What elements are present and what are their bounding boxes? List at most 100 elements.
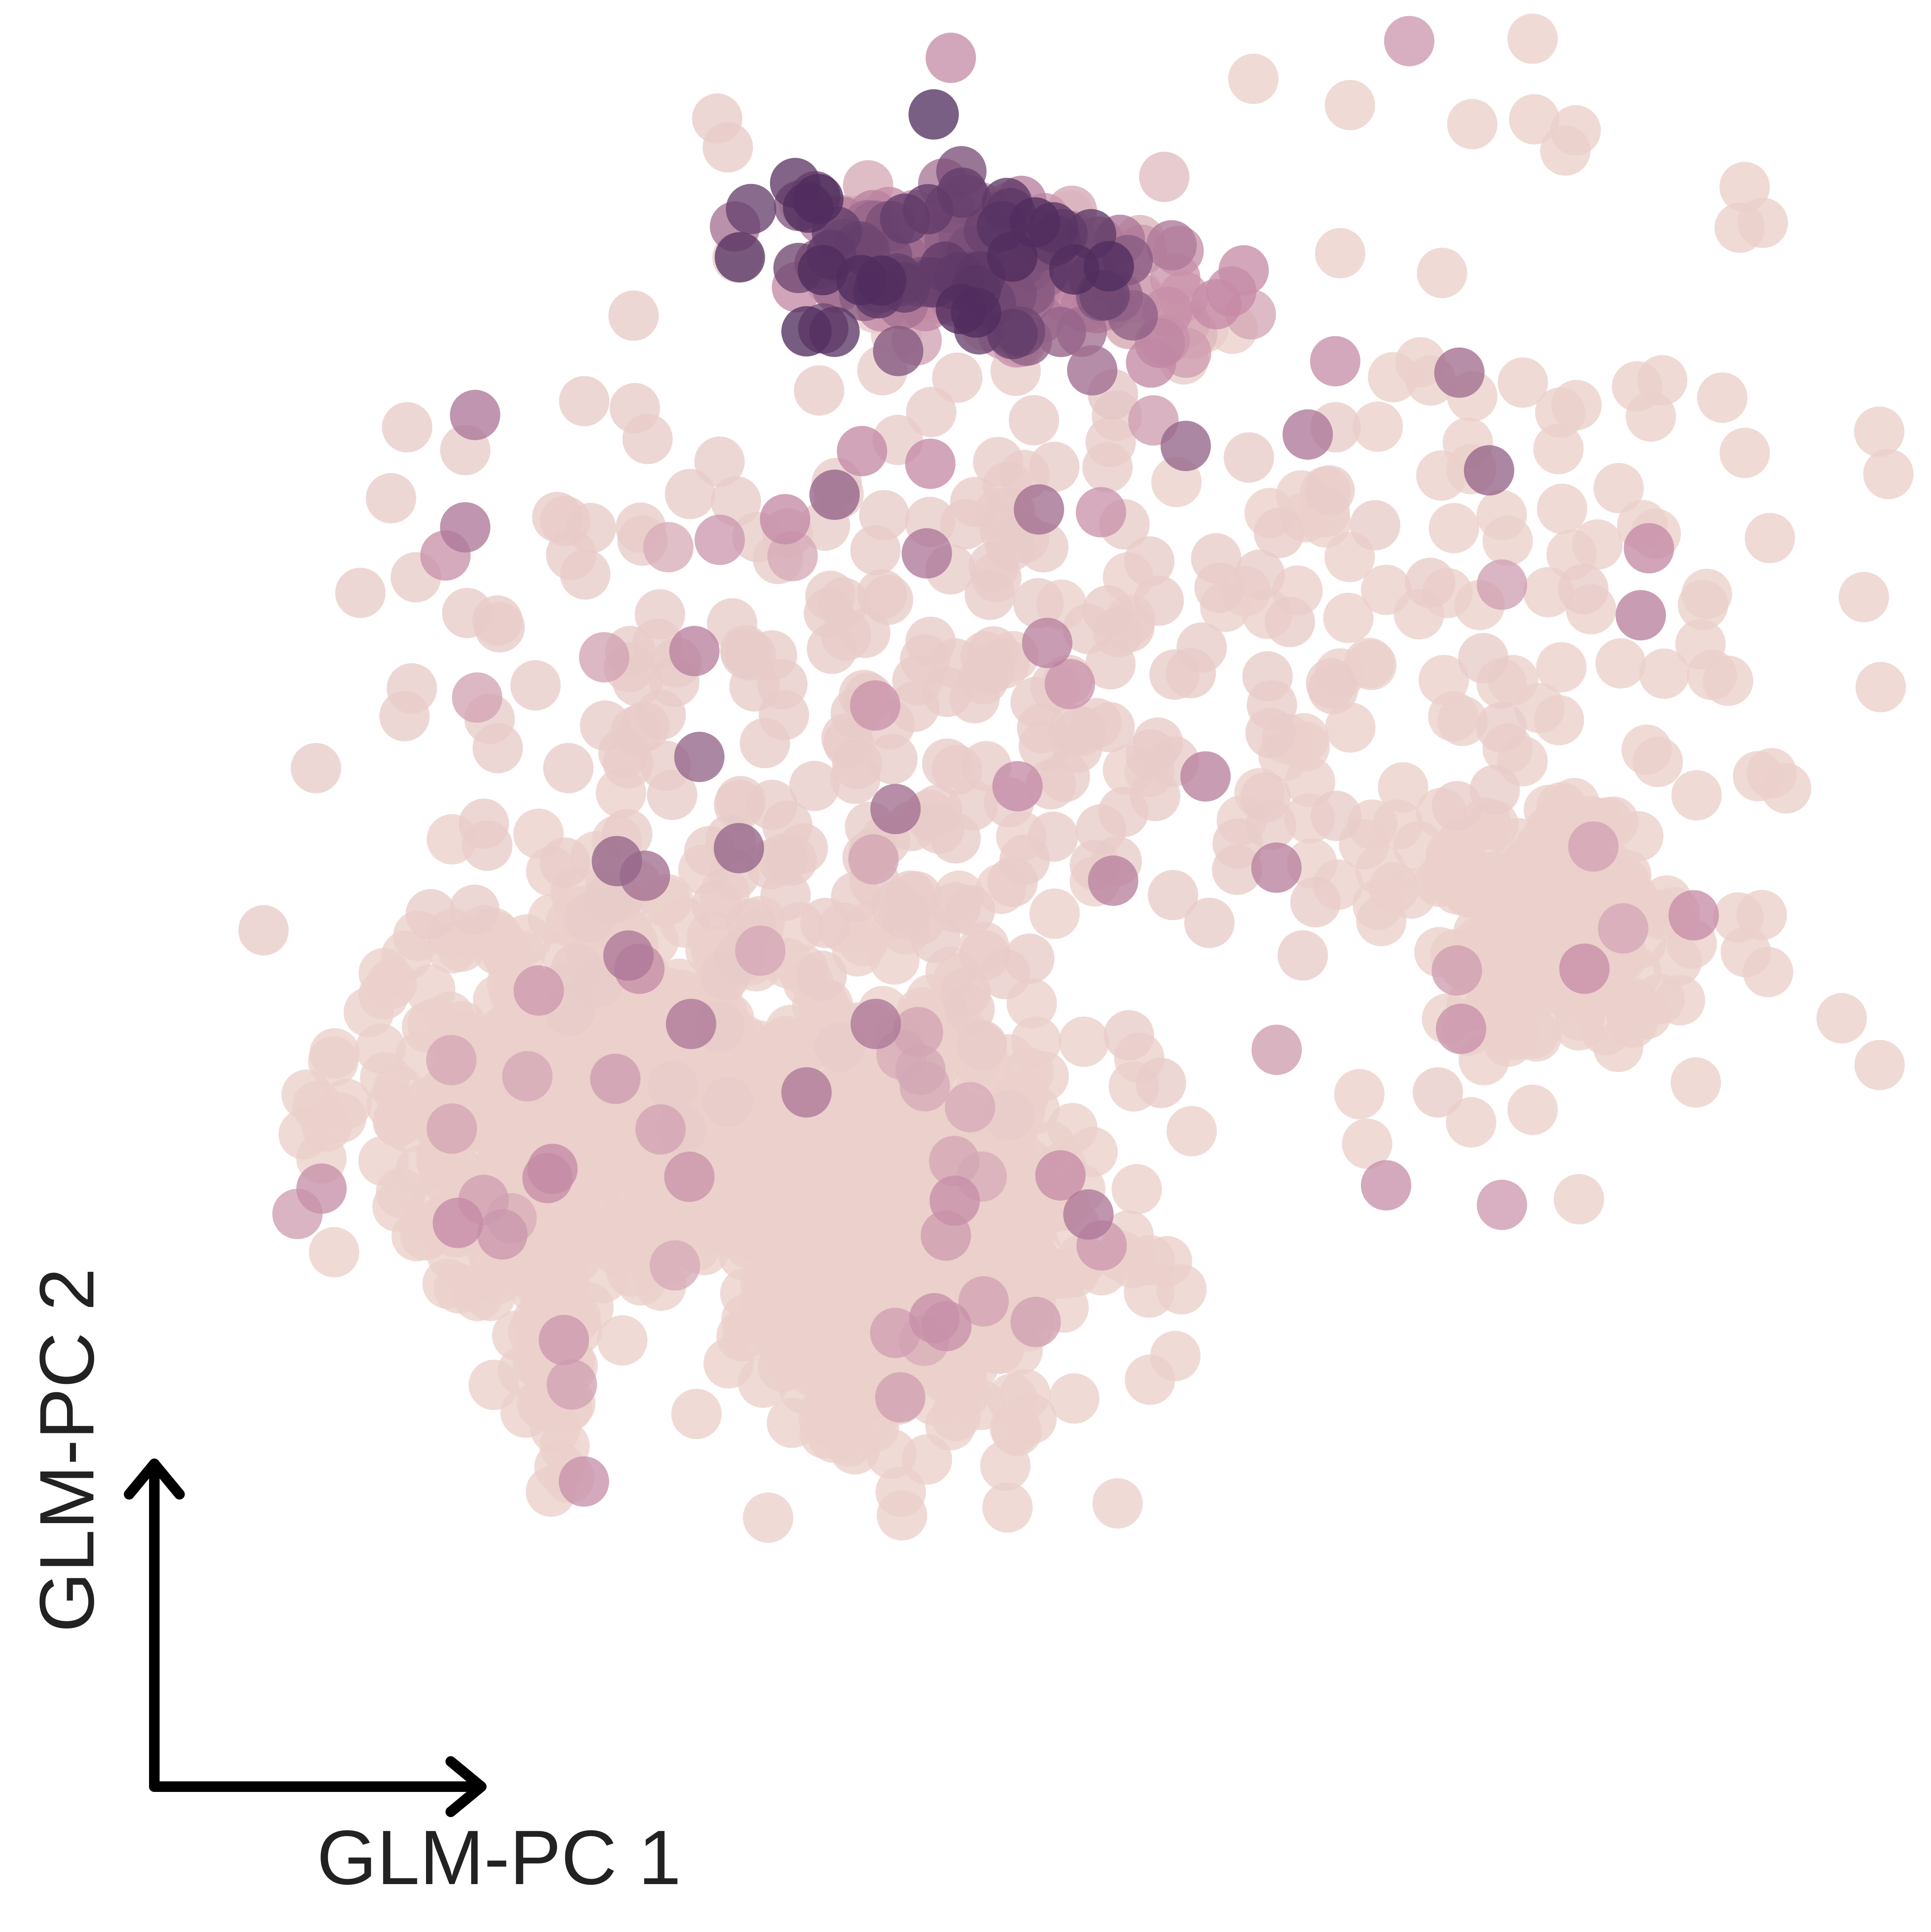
data-point: [1746, 748, 1797, 799]
data-point: [909, 1293, 960, 1344]
data-point: [902, 528, 952, 579]
data-point: [905, 439, 956, 489]
data-point: [1624, 523, 1674, 574]
data-point: [1180, 751, 1231, 802]
data-point: [1713, 892, 1764, 943]
data-point: [335, 568, 386, 618]
data-point: [472, 595, 523, 646]
data-point: [1719, 428, 1770, 478]
data-point: [1014, 484, 1064, 535]
data-point: [783, 182, 833, 233]
data-point: [1071, 698, 1122, 748]
data-point: [608, 290, 659, 341]
data-point: [807, 623, 857, 674]
data-point: [1554, 1174, 1604, 1225]
data-point: [815, 1022, 865, 1072]
data-point: [1356, 896, 1407, 947]
data-point: [940, 967, 991, 1018]
data-point: [760, 494, 811, 545]
data-point: [1310, 336, 1360, 387]
data-point: [321, 1078, 372, 1129]
data-point: [666, 998, 716, 1049]
data-point: [1476, 702, 1527, 753]
data-point: [1436, 1003, 1486, 1054]
data-point: [982, 1482, 1033, 1533]
data-point: [1184, 897, 1235, 948]
data-point: [460, 1071, 510, 1122]
data-point: [799, 1394, 850, 1444]
data-point: [1350, 500, 1401, 551]
data-point: [1507, 13, 1558, 64]
data-point: [1526, 836, 1576, 887]
data-point: [1615, 590, 1666, 641]
data-point: [743, 1492, 794, 1543]
data-point: [1633, 737, 1683, 787]
data-point: [355, 1023, 406, 1074]
data-point: [358, 1136, 409, 1186]
x-axis-label: GLM-PC 1: [317, 1815, 681, 1901]
data-point: [635, 1104, 686, 1155]
data-point: [387, 663, 437, 714]
data-point: [309, 1227, 359, 1277]
data-point: [885, 871, 936, 921]
data-point: [1311, 791, 1362, 841]
data-point: [1816, 993, 1867, 1044]
data-point: [1559, 943, 1610, 994]
data-point: [1703, 655, 1754, 706]
data-point: [633, 1188, 684, 1238]
data-point: [930, 1176, 980, 1226]
data-point: [650, 1240, 700, 1291]
data-point: [1432, 781, 1483, 832]
data-point: [1088, 855, 1139, 906]
data-point: [700, 950, 750, 1001]
data-point: [1384, 16, 1435, 67]
data-point: [238, 905, 289, 955]
data-point: [889, 681, 939, 732]
data-point: [850, 680, 900, 731]
data-point: [674, 732, 725, 782]
data-point: [979, 638, 1030, 689]
data-point: [1568, 821, 1619, 872]
data-point: [500, 1387, 551, 1438]
data-point: [1044, 659, 1095, 709]
data-point: [669, 626, 720, 676]
data-point: [1194, 562, 1245, 613]
data-point: [1854, 1039, 1905, 1090]
x-axis-arrowhead: [445, 1756, 487, 1817]
data-point: [1166, 1106, 1217, 1156]
data-point: [366, 1079, 417, 1130]
data-point: [527, 1143, 578, 1194]
data-point: [893, 1007, 943, 1057]
data-point: [540, 837, 590, 888]
data-point: [781, 306, 832, 357]
data-point: [1670, 1057, 1721, 1108]
data-point: [1838, 572, 1889, 622]
data-point: [1378, 762, 1428, 813]
data-point: [1111, 1164, 1162, 1215]
data-point: [838, 1178, 889, 1228]
data-point: [1254, 508, 1304, 558]
data-point: [722, 1311, 772, 1361]
data-point: [1224, 432, 1274, 483]
y-axis-arrowhead: [124, 1459, 185, 1500]
data-point: [805, 571, 856, 621]
data-point: [1535, 387, 1586, 438]
data-point: [984, 1090, 1035, 1141]
data-point: [1593, 463, 1644, 514]
data-point: [1304, 465, 1355, 516]
data-point: [1010, 1297, 1061, 1347]
data-point: [1148, 870, 1198, 921]
data-point: [902, 1434, 952, 1485]
data-point: [1325, 80, 1375, 130]
data-point: [873, 326, 923, 376]
data-point: [1139, 151, 1189, 202]
data-point: [1855, 662, 1906, 713]
data-point: [1675, 619, 1726, 670]
data-point: [725, 630, 776, 681]
data-point: [1550, 105, 1601, 156]
data-point: [1509, 94, 1559, 145]
data-point: [929, 1136, 980, 1186]
data-point: [502, 1051, 553, 1102]
data-point: [372, 1181, 423, 1232]
